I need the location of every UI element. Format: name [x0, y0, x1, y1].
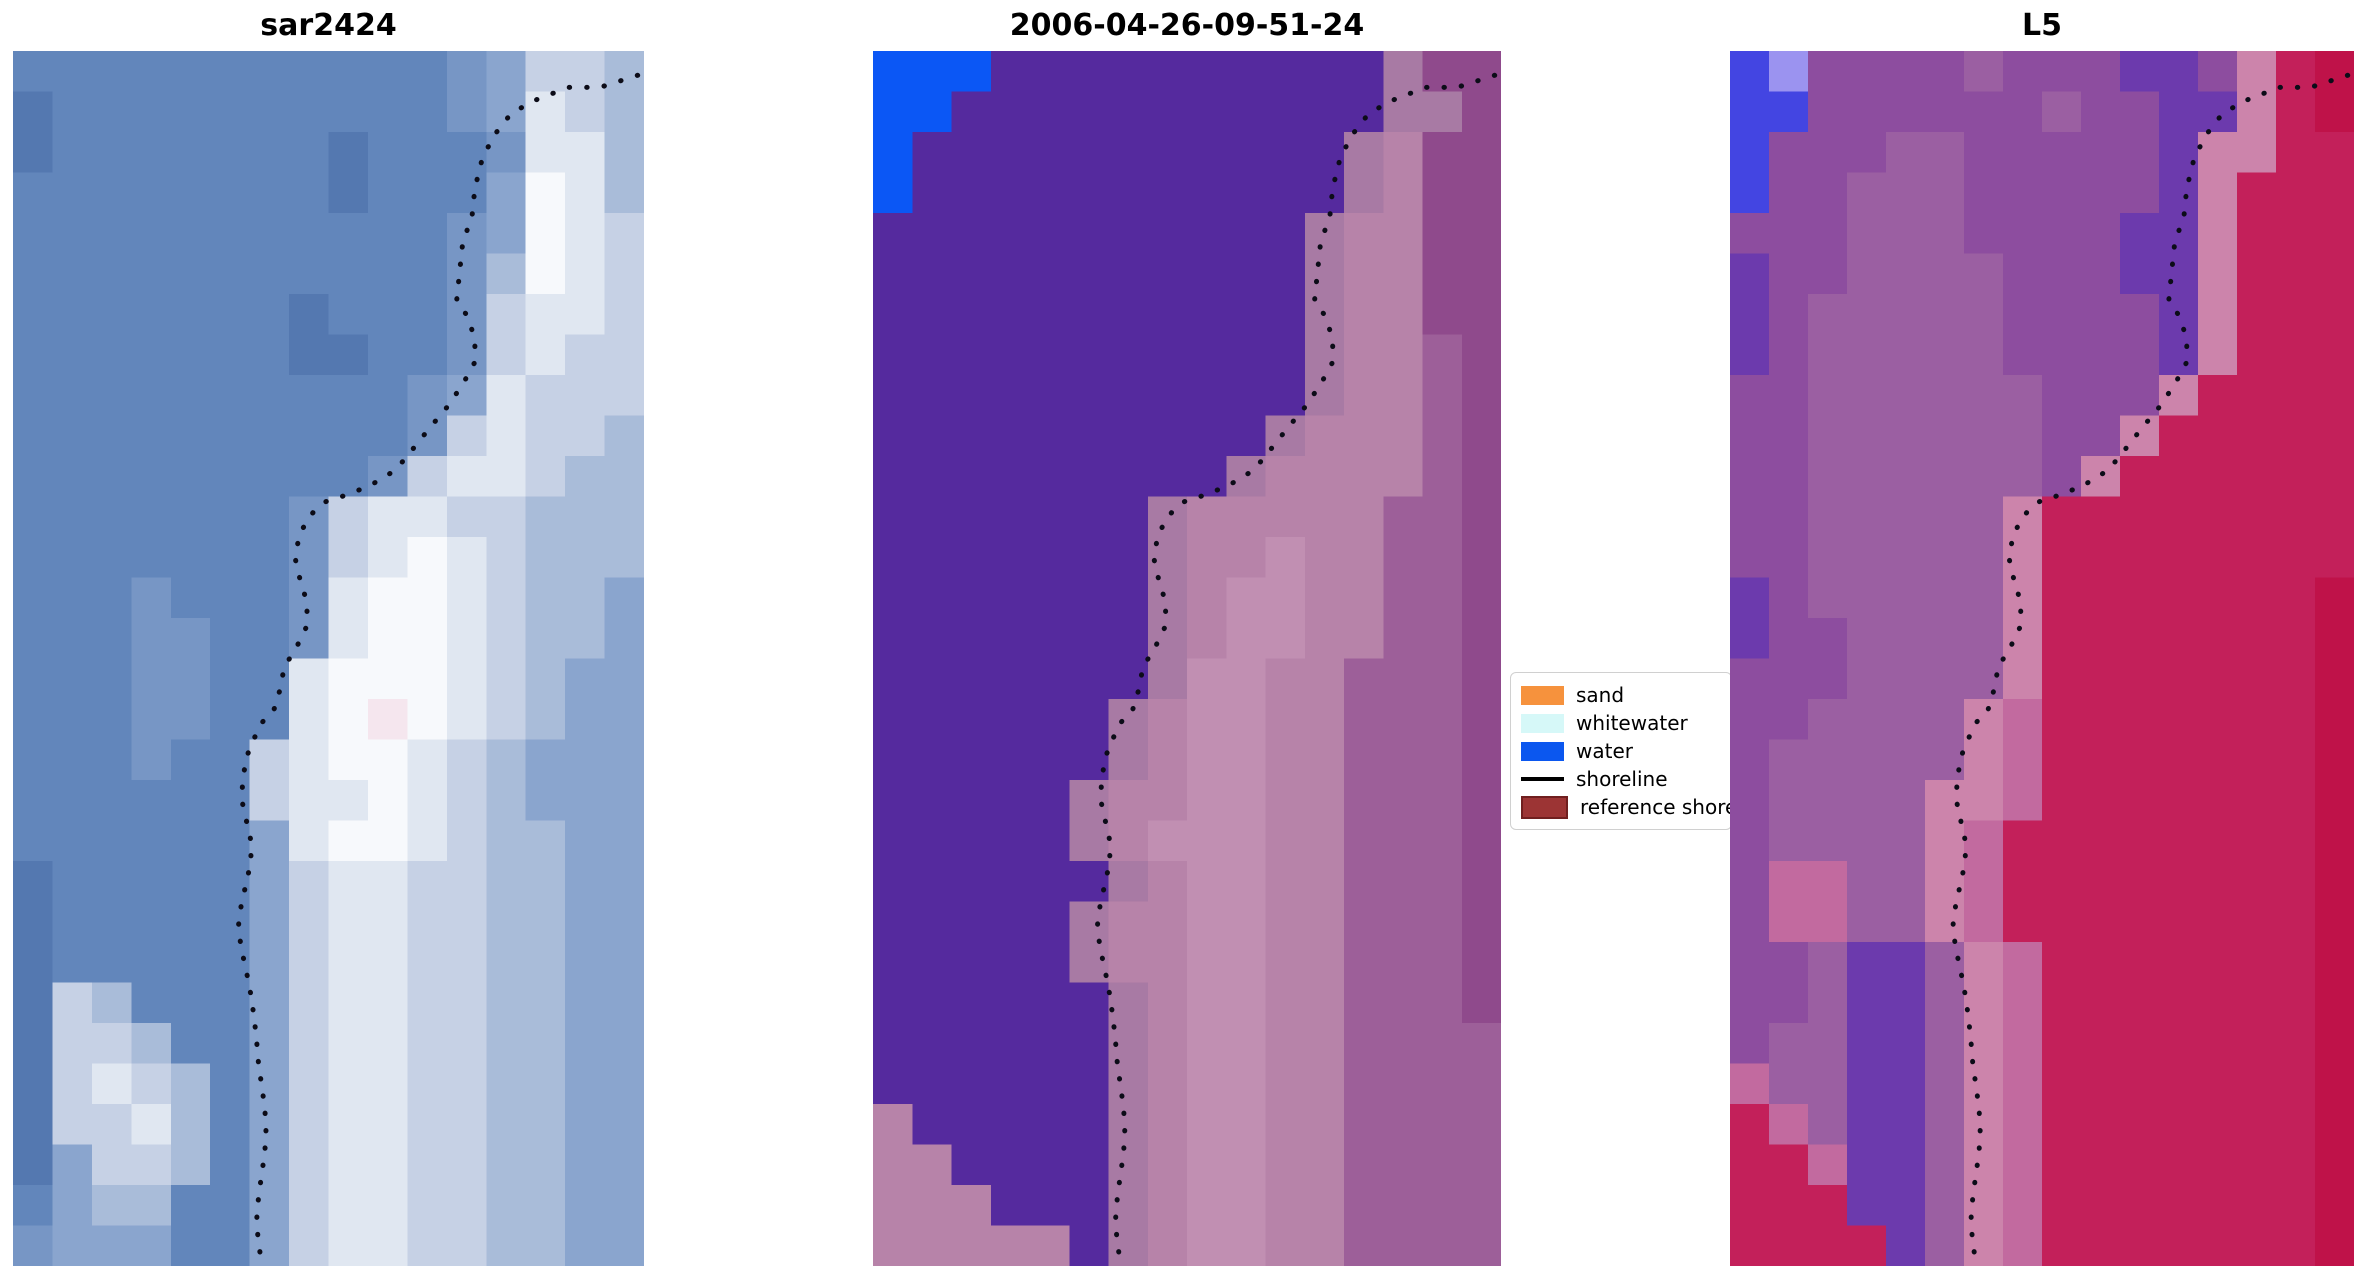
shoreline-overlay — [1950, 72, 2351, 1265]
panel-title-classified: 2006-04-26-09-51-24 — [1009, 8, 1365, 43]
sar-pixel-image — [13, 51, 644, 1266]
panel-l5-image — [1730, 51, 2354, 1266]
legend-row: reference shoreline — [1521, 793, 1731, 821]
panel-classified-image — [873, 51, 1501, 1266]
legend-label: water — [1576, 739, 1633, 763]
legend-label: reference shoreline — [1580, 795, 1731, 819]
whitewater-swatch — [1521, 713, 1564, 733]
classified-pixel-image — [873, 51, 1501, 1266]
panel-title-l5: L5 — [2022, 8, 2062, 43]
shoreline-overlay — [235, 72, 641, 1265]
shoreline-overlay — [1094, 72, 1498, 1265]
legend-label: whitewater — [1576, 711, 1688, 735]
shoreline-swatch — [1521, 777, 1564, 781]
reference-shoreline-swatch — [1521, 795, 1568, 819]
sand-swatch — [1521, 685, 1564, 705]
legend: sand whitewater water shoreline reference sh… — [1510, 672, 1732, 830]
l5-pixel-image — [1730, 51, 2354, 1266]
legend-row: shoreline — [1521, 765, 1721, 793]
water-swatch — [1521, 741, 1564, 761]
legend-row: water — [1521, 737, 1721, 765]
legend-row: whitewater — [1521, 709, 1721, 737]
legend-label: shoreline — [1576, 767, 1668, 791]
legend-row: sand — [1521, 681, 1721, 709]
panel-title-sar: sar2424 — [260, 8, 397, 43]
panel-sar-image — [13, 51, 644, 1266]
legend-label: sand — [1576, 683, 1625, 707]
